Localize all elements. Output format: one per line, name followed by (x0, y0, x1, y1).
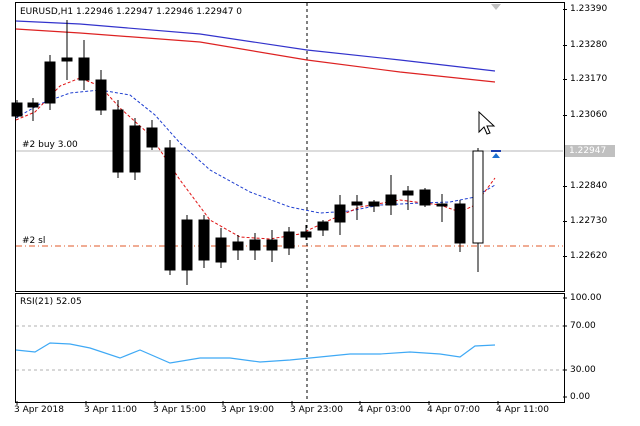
price-chart-area[interactable] (15, 2, 565, 292)
order-buy-label[interactable]: #2 buy 3.00 (22, 140, 78, 150)
price-axis-label: 1.23060 (570, 110, 608, 120)
price-axis-tick (563, 221, 567, 222)
price-axis-label: 1.23280 (570, 40, 608, 50)
price-axis-label: 1.22620 (570, 251, 608, 261)
price-axis-tick (563, 79, 567, 80)
chart-shift-marker-icon[interactable] (491, 4, 501, 10)
price-axis-tick (563, 186, 567, 187)
time-axis-label: 3 Apr 2018 (14, 405, 64, 415)
rsi-axis-label: 100.00 (570, 293, 602, 303)
rsi-axis-label: 30.00 (570, 365, 596, 375)
price-axis-tick (563, 115, 567, 116)
price-axis-label: 1.23170 (570, 74, 608, 84)
time-axis-label: 4 Apr 03:00 (358, 405, 411, 415)
rsi-subwindow[interactable] (15, 293, 565, 403)
time-axis-label: 4 Apr 07:00 (427, 405, 480, 415)
rsi-indicator-label: RSI(21) 52.05 (20, 297, 82, 307)
price-axis-tick (563, 45, 567, 46)
chart-symbol-header: EURUSD,H1 1.22946 1.22947 1.22946 1.2294… (20, 7, 243, 17)
rsi-axis-label: 0.00 (570, 392, 591, 402)
order-sl-label[interactable]: #2 sl (22, 236, 46, 246)
time-axis-label: 3 Apr 11:00 (84, 405, 137, 415)
price-axis-label: 1.22840 (570, 181, 608, 191)
time-axis-label: 3 Apr 15:00 (153, 405, 206, 415)
current-price-tag: 1.22947 (565, 145, 615, 157)
price-axis-tick (563, 9, 567, 10)
time-axis-label: 4 Apr 11:00 (496, 405, 549, 415)
price-axis-label: 1.22730 (570, 216, 608, 226)
time-axis-label: 3 Apr 23:00 (290, 405, 343, 415)
price-axis-tick (563, 256, 567, 257)
price-axis-label: 1.23390 (570, 4, 608, 14)
time-axis-label: 3 Apr 19:00 (221, 405, 274, 415)
rsi-axis-label: 70.00 (570, 321, 596, 331)
